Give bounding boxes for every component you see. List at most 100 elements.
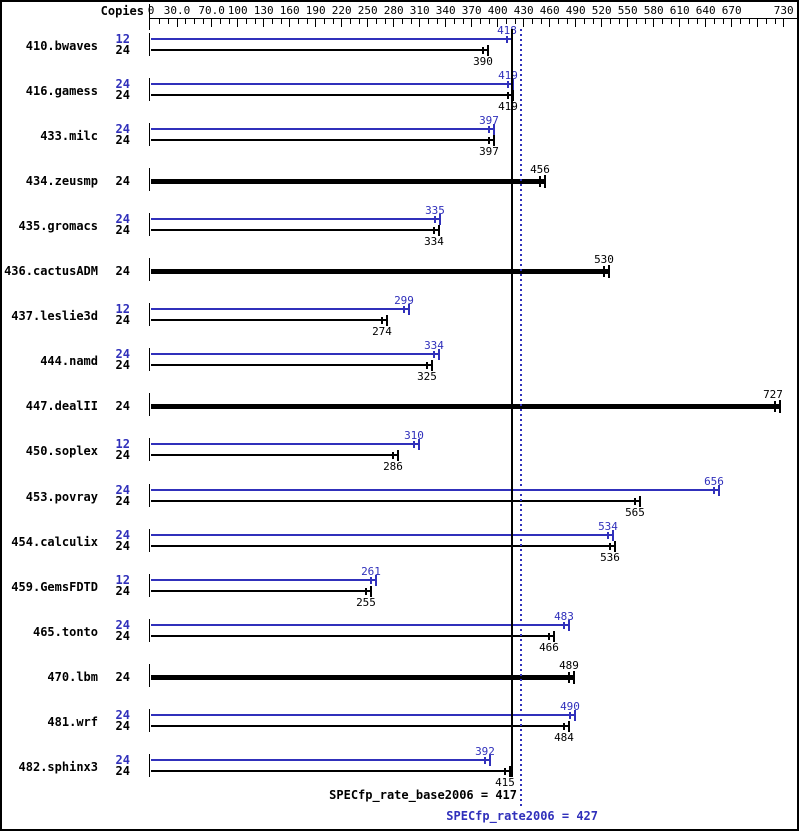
result-bar-base — [151, 770, 511, 772]
value-label: 415 — [495, 776, 515, 789]
bar-end-tick — [439, 213, 441, 225]
run-tick — [433, 226, 435, 234]
axis-tick-label: 310 — [409, 4, 430, 17]
run-tick — [563, 722, 565, 730]
axis-tick — [670, 19, 672, 24]
axis-tick — [237, 19, 239, 27]
bar-end-tick — [574, 709, 576, 721]
axis-tick — [549, 19, 551, 27]
axis-tick-label: 0 — [147, 4, 155, 17]
axis-tick — [384, 19, 386, 24]
axis-tick-label: 610 — [669, 4, 690, 17]
copies-label: 24 — [115, 448, 130, 462]
benchmark-label: 481.wrf — [47, 715, 98, 729]
axis-tick-label: 580 — [643, 4, 664, 17]
row-axis-tick — [149, 78, 150, 101]
axis-tick — [167, 19, 169, 24]
axis-tick — [159, 19, 161, 24]
axis-tick — [280, 19, 282, 24]
axis-tick — [401, 19, 403, 24]
axis-tick — [557, 19, 559, 24]
axis-tick-label: 30.0 — [163, 4, 191, 17]
value-label: 286 — [383, 460, 403, 473]
result-bar-peak — [151, 218, 441, 220]
axis-tick — [245, 19, 247, 24]
bar-end-tick — [718, 484, 720, 496]
row-axis-tick — [149, 484, 150, 507]
run-tick — [488, 125, 490, 133]
bar-end-tick — [639, 495, 641, 507]
bar-end-tick — [386, 314, 388, 326]
value-label: 466 — [539, 641, 559, 654]
axis-tick — [609, 19, 611, 24]
run-tick — [484, 756, 486, 764]
result-bar-base — [151, 403, 781, 409]
axis-tick — [679, 19, 681, 27]
value-label: 310 — [404, 429, 424, 442]
copies-label: 24 — [115, 528, 130, 542]
row-axis-tick — [149, 348, 150, 371]
benchmark-label: 454.calculix — [11, 535, 98, 549]
axis-tick-label: 160 — [279, 4, 300, 17]
value-label: 490 — [560, 700, 580, 713]
axis-tick-label: 340 — [435, 4, 456, 17]
benchmark-rows: 410.bwaves 12 418 24 390 416.gamess 24 419 24 419… — [2, 2, 797, 788]
value-label: 534 — [598, 520, 618, 533]
run-tick — [609, 542, 611, 550]
axis-tick — [479, 19, 481, 24]
copies-label: 24 — [115, 347, 130, 361]
row-axis-tick — [149, 664, 150, 687]
result-bar-base — [151, 319, 388, 321]
axis-tick — [202, 19, 204, 24]
axis-tick — [375, 19, 377, 24]
result-bar-peak — [151, 759, 491, 761]
axis-tick — [341, 19, 343, 27]
axis-tick-label: 370 — [461, 4, 482, 17]
axis-tick — [211, 19, 213, 27]
axis-tick — [783, 19, 785, 27]
axis-tick — [696, 19, 698, 24]
run-tick — [488, 136, 490, 144]
run-tick — [569, 711, 571, 719]
value-label: 456 — [530, 163, 550, 176]
result-bar-peak — [151, 128, 495, 130]
benchmark-label: 434.zeusmp — [25, 174, 98, 188]
run-tick — [713, 486, 715, 494]
copies-label: 12 — [115, 32, 130, 46]
value-label: 419 — [498, 100, 518, 113]
benchmark-label: 433.milc — [40, 129, 98, 143]
axis-tick — [349, 19, 351, 24]
row-axis-tick — [149, 303, 150, 326]
value-label: 390 — [473, 55, 493, 68]
axis-tick — [627, 19, 629, 27]
run-tick — [507, 91, 509, 99]
row-axis-tick — [149, 213, 150, 236]
run-tick — [413, 440, 415, 448]
value-label: 392 — [475, 745, 495, 758]
run-tick — [774, 400, 776, 412]
row-axis-tick — [149, 258, 150, 281]
axis-tick-label: 490 — [565, 4, 586, 17]
value-label: 299 — [394, 294, 414, 307]
axis-tick — [462, 19, 464, 24]
run-tick — [403, 305, 405, 313]
row-axis-tick — [149, 529, 150, 552]
run-tick — [392, 451, 394, 459]
result-bar-base — [151, 590, 372, 592]
benchmark-label: 410.bwaves — [25, 39, 98, 53]
bar-end-tick — [489, 754, 491, 766]
row-axis-tick — [149, 168, 150, 191]
value-label: 530 — [594, 253, 614, 266]
copies-label: 12 — [115, 573, 130, 587]
axis-tick-label: 400 — [487, 4, 508, 17]
run-tick — [539, 175, 541, 187]
copies-label: 24 — [115, 43, 130, 57]
value-label: 255 — [356, 596, 376, 609]
axis-tick — [297, 19, 299, 24]
axis-tick — [523, 19, 525, 27]
axis-tick — [497, 19, 499, 27]
benchmark-label: 435.gromacs — [18, 219, 98, 233]
axis-tick-label: 250 — [357, 4, 378, 17]
copies-label: 24 — [115, 764, 130, 778]
axis-tick — [661, 19, 663, 24]
